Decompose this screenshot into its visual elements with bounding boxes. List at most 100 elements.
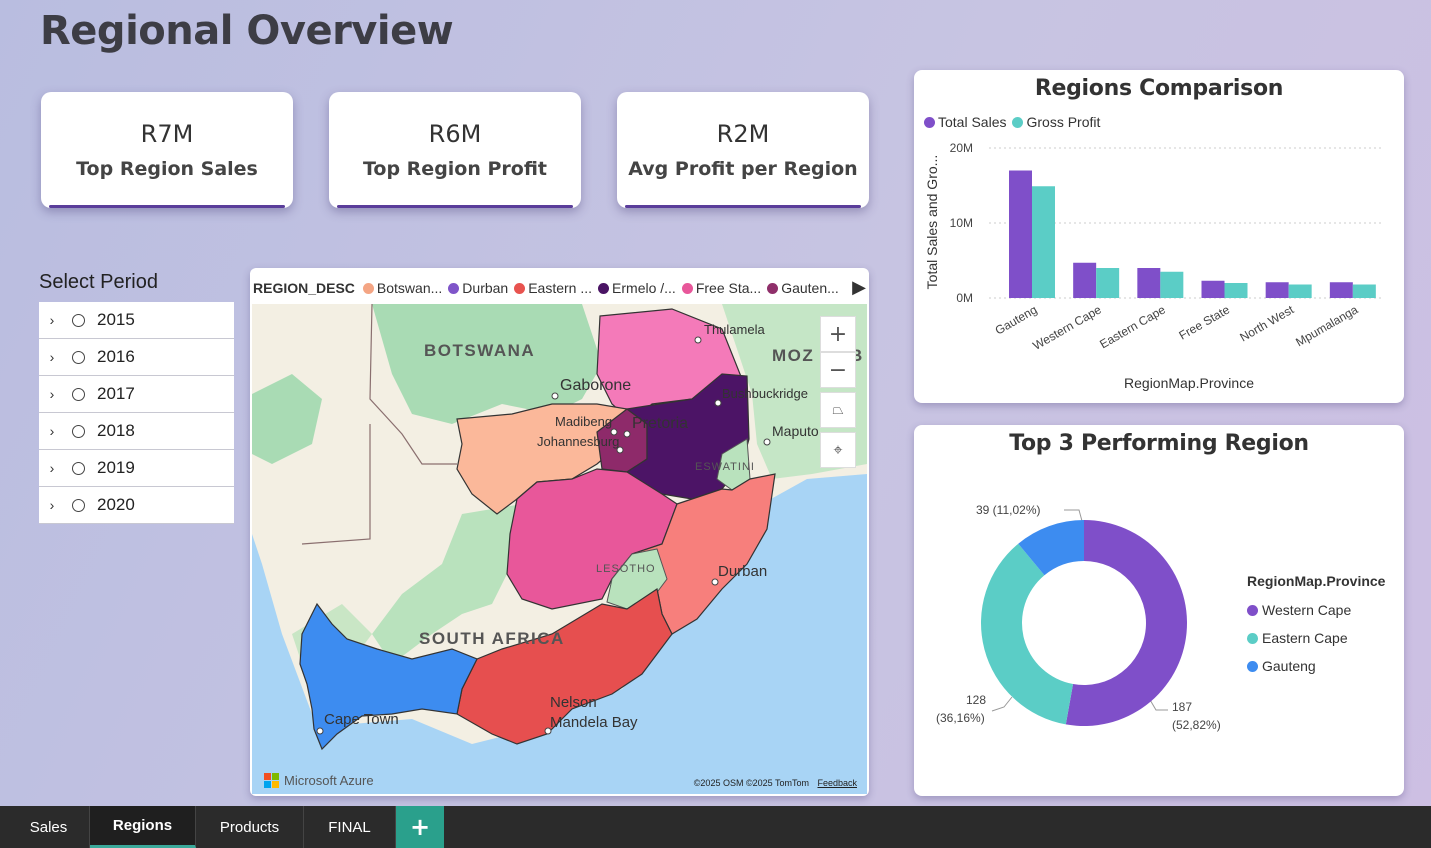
- legend-label: Durban: [462, 280, 509, 296]
- bar-gross-profit: [1032, 186, 1055, 298]
- compass-icon[interactable]: ⌖: [820, 432, 856, 468]
- tab-final[interactable]: FINAL: [304, 806, 396, 848]
- bar-total-sales: [1009, 170, 1032, 298]
- radio-button[interactable]: [72, 350, 85, 364]
- city-marker: [544, 727, 552, 735]
- chevron-right-icon[interactable]: ›: [49, 312, 55, 328]
- legend-item-western-cape[interactable]: Western Cape: [1247, 596, 1385, 624]
- data-label: 39 (11,02%): [976, 503, 1040, 517]
- map-canvas[interactable]: BOTSWANA MOZ B SOUTH AFRICA ESWATINI LES…: [252, 304, 867, 794]
- legend-next-icon[interactable]: ▶: [852, 277, 866, 297]
- legend-label: Free Sta...: [695, 280, 762, 296]
- chevron-right-icon[interactable]: ›: [49, 460, 55, 476]
- chevron-right-icon[interactable]: ›: [49, 386, 55, 402]
- country-border: [301, 424, 371, 545]
- radio-button[interactable]: [72, 424, 85, 438]
- bar-total-sales: [1137, 268, 1161, 298]
- x-tick-label: Western Cape: [1030, 302, 1104, 353]
- map-label-thulamela: Thulamela: [704, 322, 765, 337]
- bar-total-sales: [1329, 282, 1353, 298]
- chevron-right-icon[interactable]: ›: [49, 423, 55, 439]
- map-legend-item[interactable]: Durban: [448, 280, 508, 296]
- x-tick-label: North West: [1237, 302, 1296, 344]
- slicer-item-2017[interactable]: › 2017: [39, 376, 234, 413]
- zoom-out-button[interactable]: −: [820, 352, 856, 388]
- slicer-item-2019[interactable]: › 2019: [39, 450, 234, 487]
- region-eastern-cape[interactable]: [456, 588, 673, 745]
- city-marker: [711, 578, 719, 586]
- x-tick-label: Eastern Cape: [1097, 302, 1168, 351]
- map-legend-item[interactable]: Gauten...: [767, 280, 839, 296]
- kpi-value: R6M: [428, 120, 482, 148]
- x-tick-label: Mpumalanga: [1293, 302, 1360, 349]
- y-tick-label: 20M: [950, 141, 973, 155]
- legend-item-eastern-cape[interactable]: Eastern Cape: [1247, 624, 1385, 652]
- kpi-card-top-region-sales[interactable]: R7M Top Region Sales: [41, 92, 293, 208]
- x-tick-label: Gauteng: [993, 302, 1040, 337]
- zoom-in-button[interactable]: +: [820, 316, 856, 352]
- radio-button[interactable]: [72, 461, 85, 475]
- map-legend-item[interactable]: Free Sta...: [681, 280, 762, 296]
- chevron-right-icon[interactable]: ›: [49, 497, 55, 513]
- radio-button[interactable]: [72, 313, 85, 327]
- map-legend-item[interactable]: Botswan...: [362, 280, 443, 296]
- map-label-south-africa: SOUTH AFRICA: [419, 629, 565, 648]
- add-page-button[interactable]: +: [396, 806, 444, 848]
- slicer-item-label: 2019: [97, 458, 135, 477]
- legend-label: Botswan...: [376, 280, 443, 296]
- region-map-card: REGION_DESC Botswan... Durban Eastern ..…: [250, 268, 869, 796]
- map-label-madibeng: Madibeng: [555, 414, 612, 429]
- radio-button[interactable]: [72, 498, 85, 512]
- slicer-item-2018[interactable]: › 2018: [39, 413, 234, 450]
- map-label-gaborone: Gaborone: [560, 377, 631, 394]
- tab-sales[interactable]: Sales: [8, 806, 90, 848]
- legend-item-gross-profit[interactable]: Gross Profit: [1012, 114, 1100, 130]
- land-green: [372, 304, 602, 424]
- legend-item-total-sales[interactable]: Total Sales: [924, 114, 1006, 130]
- legend-label: Gauten...: [781, 280, 839, 296]
- city-marker: [714, 399, 722, 407]
- land-green: [252, 374, 322, 464]
- map-legend-item[interactable]: Ermelo /...: [598, 280, 676, 296]
- map-label-lesotho: LESOTHO: [596, 563, 656, 575]
- legend-label: Western Cape: [1262, 602, 1352, 618]
- radio-button[interactable]: [72, 387, 85, 401]
- legend-dot: [1247, 604, 1258, 616]
- bar-gross-profit: [1288, 284, 1312, 298]
- feedback-link[interactable]: Feedback: [817, 778, 857, 788]
- map-legend-item[interactable]: Eastern ...: [514, 280, 592, 296]
- legend-dot: [767, 282, 779, 294]
- city-marker: [694, 336, 702, 344]
- donut-slice-gauteng: [1018, 520, 1084, 576]
- legend-label: Gauteng: [1262, 658, 1316, 674]
- bar-total-sales: [1073, 262, 1097, 298]
- attribution-text: ©2025 OSM ©2025 TomTom: [693, 778, 809, 788]
- city-marker: [763, 438, 771, 446]
- period-slicer: › 2015 › 2016 › 2017 › 2018 › 2019 › 202…: [39, 302, 234, 524]
- tilt-icon[interactable]: ⏢: [820, 392, 856, 428]
- map-label-eswatini: ESWATINI: [695, 461, 755, 473]
- kpi-label: Top Region Profit: [362, 158, 548, 180]
- legend-dot: [1247, 660, 1258, 672]
- slicer-item-2016[interactable]: › 2016: [39, 339, 234, 376]
- tab-regions[interactable]: Regions: [90, 806, 196, 848]
- bar-gross-profit: [1224, 283, 1248, 298]
- slicer-item-2020[interactable]: › 2020: [39, 487, 234, 524]
- bar-total-sales: [1265, 282, 1289, 298]
- kpi-card-avg-profit[interactable]: R2M Avg Profit per Region: [617, 92, 869, 208]
- map-legend-title: REGION_DESC: [253, 280, 355, 296]
- region-western-cape[interactable]: [299, 602, 478, 751]
- donut-slice-eastern-cape: [981, 543, 1074, 725]
- kpi-card-top-region-profit[interactable]: R6M Top Region Profit: [329, 92, 581, 208]
- page-tab-bar: Sales Regions Products FINAL +: [0, 806, 1431, 848]
- map-label-durban: Durban: [718, 563, 767, 580]
- chevron-right-icon[interactable]: ›: [49, 349, 55, 365]
- y-tick-label: 10M: [950, 216, 973, 230]
- map-attribution: ©2025 OSM ©2025 TomTom Feedback: [694, 778, 857, 788]
- legend-item-gauteng[interactable]: Gauteng: [1247, 652, 1385, 680]
- microsoft-azure-logo: Microsoft Azure: [264, 773, 374, 788]
- donut-legend: RegionMap.Province Western Cape Eastern …: [1247, 573, 1385, 680]
- slicer-item-2015[interactable]: › 2015: [39, 302, 234, 339]
- brand-label: Microsoft Azure: [284, 773, 374, 788]
- tab-products[interactable]: Products: [196, 806, 304, 848]
